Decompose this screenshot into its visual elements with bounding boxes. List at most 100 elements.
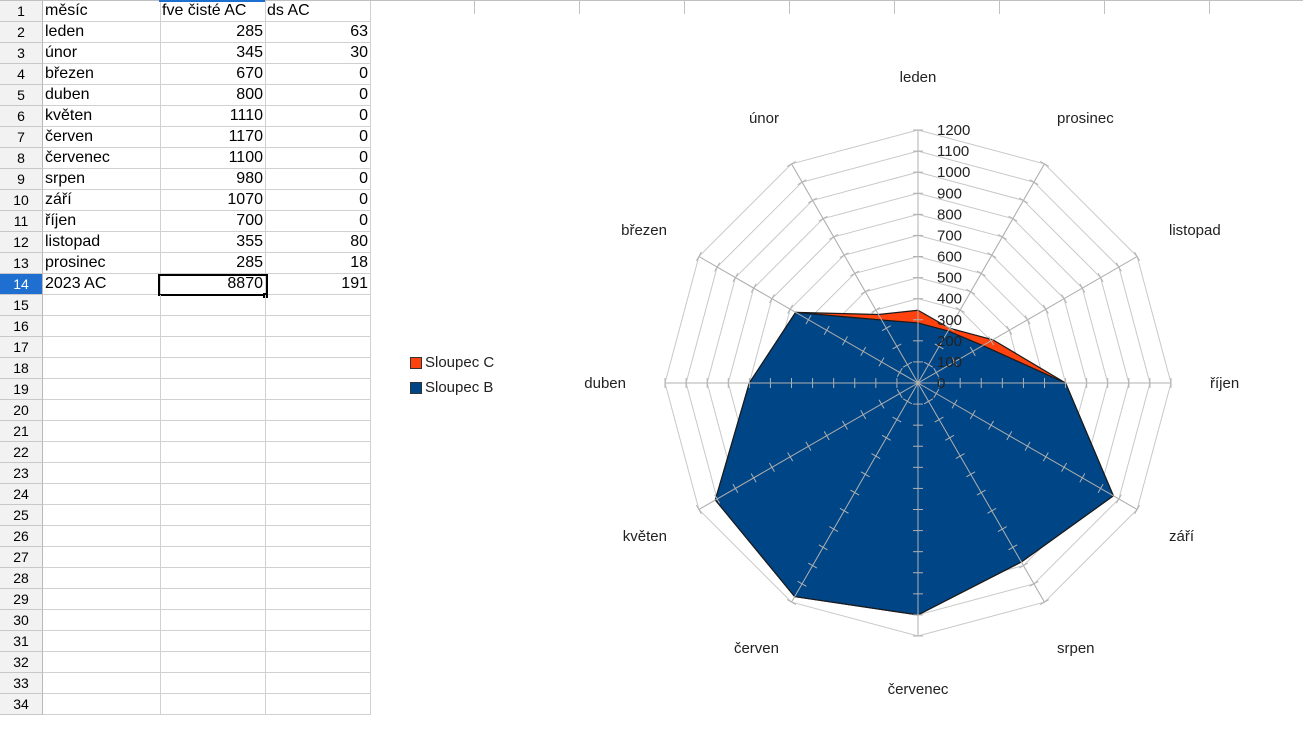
cell-ds[interactable]: 0 [265,127,371,148]
row-header[interactable]: 26 [0,526,43,547]
row-header[interactable]: 19 [0,379,43,400]
cell-fve[interactable] [160,547,266,568]
cell-month[interactable] [43,505,161,526]
row-header[interactable]: 7 [0,127,43,148]
cell-month[interactable] [43,400,161,421]
row-header[interactable]: 20 [0,400,43,421]
cell-ds[interactable]: 0 [265,64,371,85]
row-header[interactable]: 32 [0,652,43,673]
cell-fve[interactable] [160,295,266,316]
row-header[interactable]: 33 [0,673,43,694]
cell-fve[interactable] [160,652,266,673]
cell-ds[interactable]: 63 [265,22,371,43]
row-header[interactable]: 17 [0,337,43,358]
cell-fve[interactable]: 345 [160,43,266,64]
cell-ds[interactable]: ds AC [265,1,371,22]
cell-month[interactable]: říjen [43,211,161,232]
row-header[interactable]: 2 [0,22,43,43]
cell-fve[interactable]: 1170 [160,127,266,148]
row-header[interactable]: 14 [0,274,43,295]
row-header[interactable]: 11 [0,211,43,232]
cell-month[interactable] [43,547,161,568]
cell-fve[interactable] [160,610,266,631]
cell-month[interactable]: listopad [43,232,161,253]
cell-fve[interactable] [160,631,266,652]
cell-ds[interactable] [265,484,371,505]
cell-ds[interactable] [265,358,371,379]
cell-fve[interactable]: 1100 [160,148,266,169]
cell-fve[interactable]: 700 [160,211,266,232]
row-header[interactable]: 18 [0,358,43,379]
cell-fve[interactable] [160,400,266,421]
row-header[interactable]: 9 [0,169,43,190]
cell-ds[interactable]: 0 [265,190,371,211]
row-header[interactable]: 31 [0,631,43,652]
cell-ds[interactable]: 0 [265,106,371,127]
cell-ds[interactable] [265,610,371,631]
cell-month[interactable]: prosinec [43,253,161,274]
cell-month[interactable]: měsíc [43,1,161,22]
cell-ds[interactable]: 80 [265,232,371,253]
cell-fve[interactable] [160,337,266,358]
cell-fve[interactable]: fve čisté AC [160,1,266,22]
cell-ds[interactable] [265,316,371,337]
row-header[interactable]: 27 [0,547,43,568]
row-header[interactable]: 10 [0,190,43,211]
row-header[interactable]: 15 [0,295,43,316]
cell-month[interactable] [43,337,161,358]
cell-fve[interactable] [160,568,266,589]
cell-ds[interactable] [265,568,371,589]
cell-fve[interactable]: 1070 [160,190,266,211]
cell-ds[interactable] [265,505,371,526]
cell-fve[interactable] [160,442,266,463]
row-header[interactable]: 3 [0,43,43,64]
cell-fve[interactable] [160,316,266,337]
row-header[interactable]: 30 [0,610,43,631]
row-header[interactable]: 12 [0,232,43,253]
cell-fve[interactable]: 670 [160,64,266,85]
row-header[interactable]: 6 [0,106,43,127]
cell-fve[interactable] [160,484,266,505]
cell-ds[interactable] [265,589,371,610]
cell-month[interactable] [43,295,161,316]
row-header[interactable]: 34 [0,694,43,715]
row-header[interactable]: 1 [0,1,43,22]
cell-ds[interactable]: 0 [265,148,371,169]
cell-month[interactable] [43,631,161,652]
cell-month[interactable]: srpen [43,169,161,190]
cell-ds[interactable]: 18 [265,253,371,274]
cell-month[interactable] [43,484,161,505]
cell-ds[interactable] [265,295,371,316]
cell-ds[interactable]: 0 [265,169,371,190]
cell-ds[interactable] [265,694,371,715]
cell-fve[interactable] [160,421,266,442]
cell-ds[interactable] [265,652,371,673]
cell-month[interactable] [43,694,161,715]
row-header[interactable]: 29 [0,589,43,610]
row-header[interactable]: 23 [0,463,43,484]
cell-ds[interactable] [265,673,371,694]
cell-fve[interactable]: 355 [160,232,266,253]
cell-fve[interactable]: 285 [160,253,266,274]
radar-chart[interactable]: 0 100 200 300 400 500 600 700 800 900 1000 1100 1200… [400,0,1300,731]
cell-month[interactable]: březen [43,64,161,85]
cell-ds[interactable] [265,631,371,652]
row-header[interactable]: 21 [0,421,43,442]
cell-month[interactable] [43,652,161,673]
row-header[interactable]: 28 [0,568,43,589]
cell-ds[interactable]: 0 [265,211,371,232]
cell-month[interactable]: 2023 AC [43,274,161,295]
cell-fve[interactable]: 980 [160,169,266,190]
cell-ds[interactable] [265,547,371,568]
cell-month[interactable] [43,568,161,589]
cell-fve[interactable] [160,589,266,610]
row-header[interactable]: 16 [0,316,43,337]
cell-month[interactable] [43,316,161,337]
row-header[interactable]: 13 [0,253,43,274]
cell-month[interactable] [43,463,161,484]
cell-ds[interactable] [265,379,371,400]
cell-fve[interactable] [160,463,266,484]
cell-fve[interactable] [160,526,266,547]
cell-month[interactable] [43,673,161,694]
row-header[interactable]: 22 [0,442,43,463]
